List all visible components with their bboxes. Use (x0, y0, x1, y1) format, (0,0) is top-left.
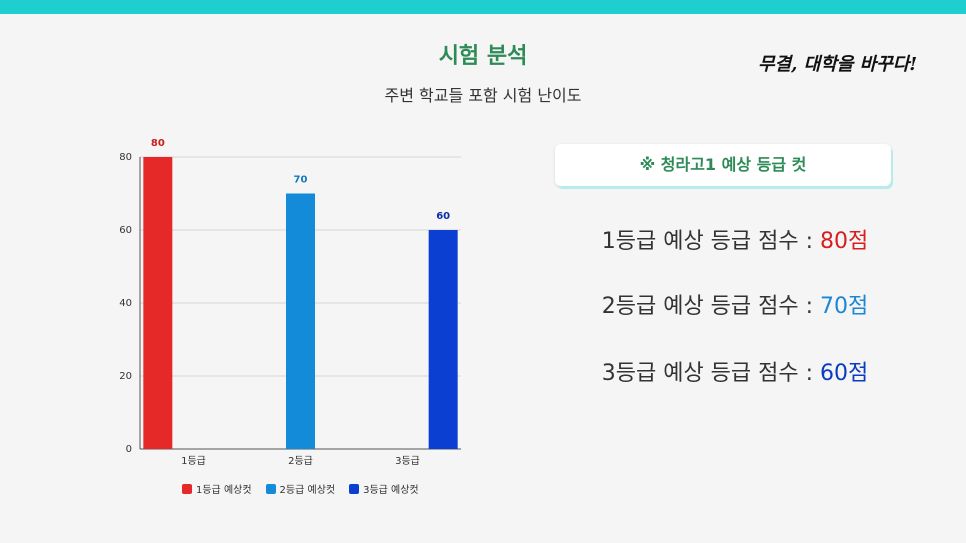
y-tick-label-0: 0 (126, 444, 132, 455)
bar-3 (428, 230, 458, 449)
y-tick-label-20: 20 (119, 371, 132, 382)
legend-swatch-1 (182, 483, 192, 494)
score-label-2: 2등급 예상 등급 점수 : (601, 294, 821, 319)
grade-cut-box: ※ 청라고1 예상 등급 컷 (555, 144, 891, 186)
score-value-3: 60점 (820, 361, 869, 386)
x-tick-label-1: 1등급 (181, 455, 206, 467)
y-tick-label-80: 80 (119, 152, 132, 163)
score-value-1: 80점 (820, 229, 869, 254)
legend-swatch-3 (349, 483, 360, 494)
score-line-2: 2등급 예상 등급 점수 : 70점 (555, 288, 915, 320)
legend-label-2: 2등급 예상컷 (279, 485, 336, 496)
x-tick-label-3: 3등급 (395, 455, 420, 467)
score-line-3: 3등급 예상 등급 점수 : 60점 (555, 355, 915, 387)
bar-chart: 0 20 40 60 80 1등급 2등급 3등급 80 70 60 (119, 138, 461, 467)
legend-item-1: 1등급 예상컷 (182, 481, 252, 496)
legend-item-2: 2등급 예상컷 (265, 481, 336, 496)
legend-swatch-2 (265, 483, 276, 494)
x-tick-label-2: 2등급 (288, 455, 313, 467)
page-subtitle: 주변 학교들 포함 시험 난이도 (384, 86, 582, 105)
chart-legend: 1등급 예상컷 2등급 예상컷 3등급 예상컷 (182, 481, 419, 496)
legend-label-3: 3등급 예상컷 (363, 485, 419, 496)
top-accent-bar (0, 0, 966, 14)
legend-label-1: 1등급 예상컷 (196, 485, 252, 496)
data-label-2: 70 (294, 175, 308, 186)
legend-item-3: 3등급 예상컷 (349, 481, 419, 496)
bar-1 (143, 157, 173, 449)
grade-cut-title: ※ 청라고1 예상 등급 컷 (639, 155, 807, 174)
data-label-1: 80 (151, 138, 165, 149)
data-label-3: 60 (436, 211, 450, 222)
score-label-1: 1등급 예상 등급 점수 : (601, 229, 821, 254)
bar-2 (286, 193, 315, 449)
page-title: 시험 분석 (438, 44, 528, 69)
score-label-3: 3등급 예상 등급 점수 : (601, 361, 821, 386)
y-tick-label-60: 60 (119, 225, 132, 236)
brand-signature: 무결, 대학을 바꾸다! (758, 54, 918, 75)
score-value-2: 70점 (820, 294, 869, 319)
score-line-1: 1등급 예상 등급 점수 : 80점 (555, 223, 915, 255)
y-tick-label-40: 40 (119, 298, 132, 309)
